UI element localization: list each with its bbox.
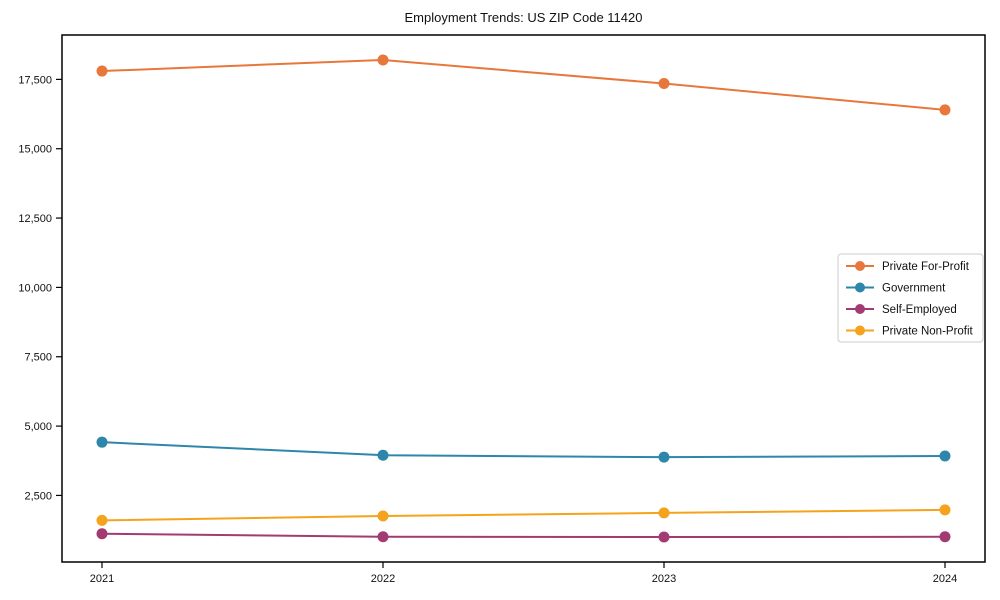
data-point-private-for-profit-2024 [939, 104, 951, 116]
y-tick-label: 15,000 [18, 144, 52, 156]
x-axis-ticks: 2021 2022 2023 2024 [90, 562, 957, 585]
data-point-private-non-profit-2022 [377, 510, 389, 522]
x-tick-label: 2024 [933, 573, 957, 585]
series-line-self-employed [101, 532, 946, 539]
data-point-government-2023 [658, 451, 670, 463]
legend-label: Private Non-Profit [882, 326, 974, 338]
legend-entry-government: Government [846, 282, 946, 295]
series-self-employed [96, 528, 951, 543]
legend-label: Government [882, 283, 946, 295]
legend-entry-private-for-profit: Private For-Profit [846, 261, 970, 273]
legend-marker [855, 282, 865, 293]
legend-entry-private-non-profit: Private Non-Profit [846, 325, 974, 338]
y-tick-label: 5,000 [24, 421, 52, 433]
data-point-private-non-profit-2023 [658, 507, 670, 519]
y-tick-label: 2,500 [24, 490, 52, 502]
series-private-non-profit [96, 504, 951, 526]
data-point-government-2024 [939, 450, 951, 462]
x-tick-label: 2021 [90, 573, 114, 585]
legend-label: Self-Employed [882, 304, 957, 316]
series-line-government [101, 441, 946, 459]
data-point-private-for-profit-2023 [658, 78, 670, 90]
data-point-government-2021 [96, 436, 108, 448]
series-government [96, 436, 951, 463]
data-point-private-for-profit-2022 [377, 54, 389, 66]
y-tick-label: 17,500 [18, 74, 52, 86]
legend-entry-self-employed: Self-Employed [846, 304, 957, 316]
legend-marker [855, 261, 865, 271]
y-tick-label: 12,500 [18, 213, 52, 225]
data-point-private-non-profit-2024 [939, 504, 951, 516]
data-point-private-non-profit-2021 [96, 514, 108, 526]
y-tick-label: 10,000 [18, 282, 52, 294]
y-tick-label: 7,500 [24, 352, 52, 364]
series-private-for-profit [96, 54, 951, 116]
legend-marker [855, 304, 865, 314]
legend-label: Private For-Profit [882, 261, 970, 273]
data-point-private-for-profit-2021 [96, 65, 108, 77]
x-tick-label: 2022 [371, 573, 395, 585]
data-point-government-2022 [377, 449, 389, 461]
chart-title: Employment Trends: US ZIP Code 11420 [404, 10, 643, 25]
plot-border [61, 34, 986, 563]
x-tick-label: 2023 [652, 573, 676, 585]
y-axis-ticks: 2,500 5,000 7,500 10,000 12,500 15,000 17,500 [18, 74, 62, 502]
data-point-self-employed-2024 [939, 531, 951, 543]
series-line-private-non-profit [101, 508, 946, 522]
data-point-self-employed-2023 [658, 531, 670, 543]
legend-marker [855, 325, 865, 336]
legend-box [837, 253, 984, 343]
data-point-self-employed-2021 [96, 528, 108, 540]
series-line-private-for-profit [101, 58, 946, 111]
data-point-self-employed-2022 [377, 531, 389, 543]
legend: Private For-Profit Government Self-Employe… [837, 253, 984, 343]
